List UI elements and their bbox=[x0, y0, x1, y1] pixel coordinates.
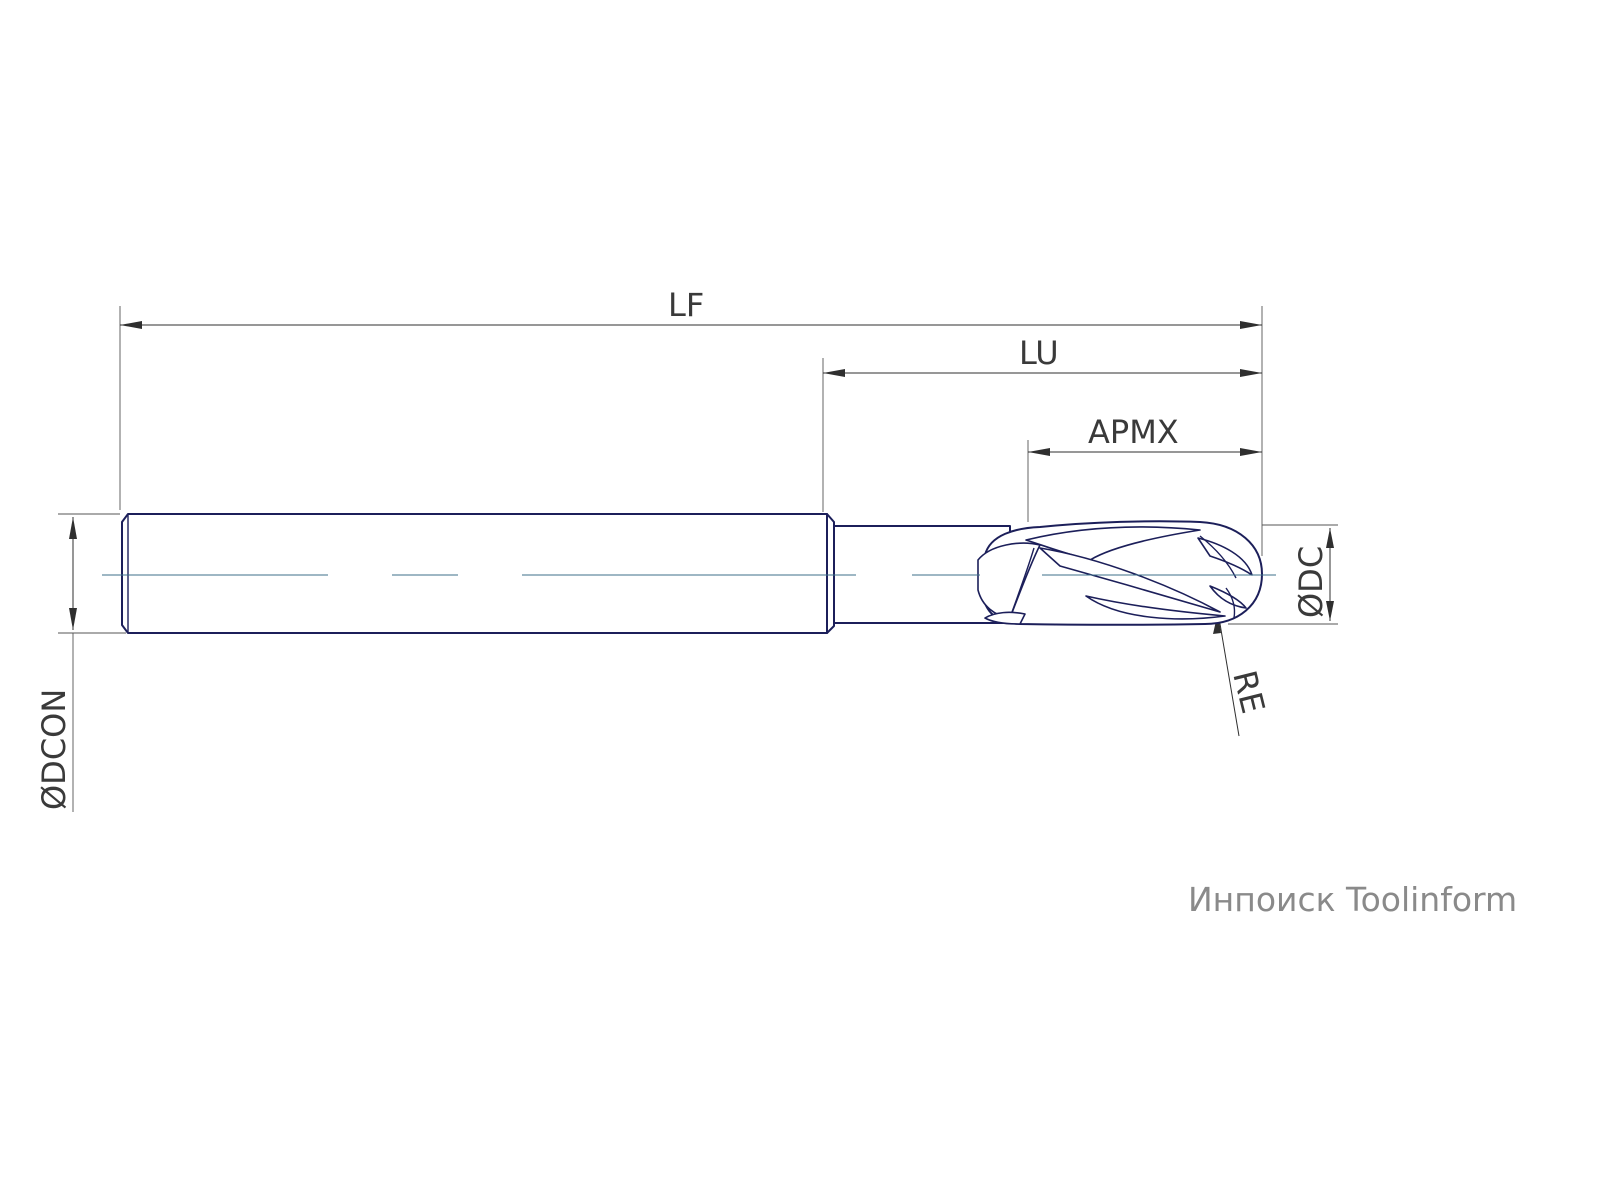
label-lf: LF bbox=[668, 286, 704, 324]
label-dc: ØDC bbox=[1292, 546, 1330, 618]
label-re: RE bbox=[1225, 667, 1272, 717]
label-apmx: APMX bbox=[1088, 413, 1179, 451]
dimension-lf: LF bbox=[120, 286, 1262, 329]
extension-lines bbox=[58, 306, 1338, 812]
dimension-lu: LU bbox=[823, 334, 1262, 377]
tool-ball-head bbox=[977, 520, 1263, 626]
dimension-dc: ØDC bbox=[1292, 528, 1334, 621]
label-lu: LU bbox=[1019, 334, 1059, 372]
dimension-dcon: ØDCON bbox=[35, 517, 77, 810]
dimension-apmx: APMX bbox=[1028, 413, 1262, 456]
dimension-re: RE bbox=[1213, 611, 1272, 737]
label-dcon: ØDCON bbox=[35, 689, 73, 810]
tool-shank bbox=[121, 513, 835, 634]
watermark: Инпоиск Toolinform bbox=[1188, 880, 1518, 919]
